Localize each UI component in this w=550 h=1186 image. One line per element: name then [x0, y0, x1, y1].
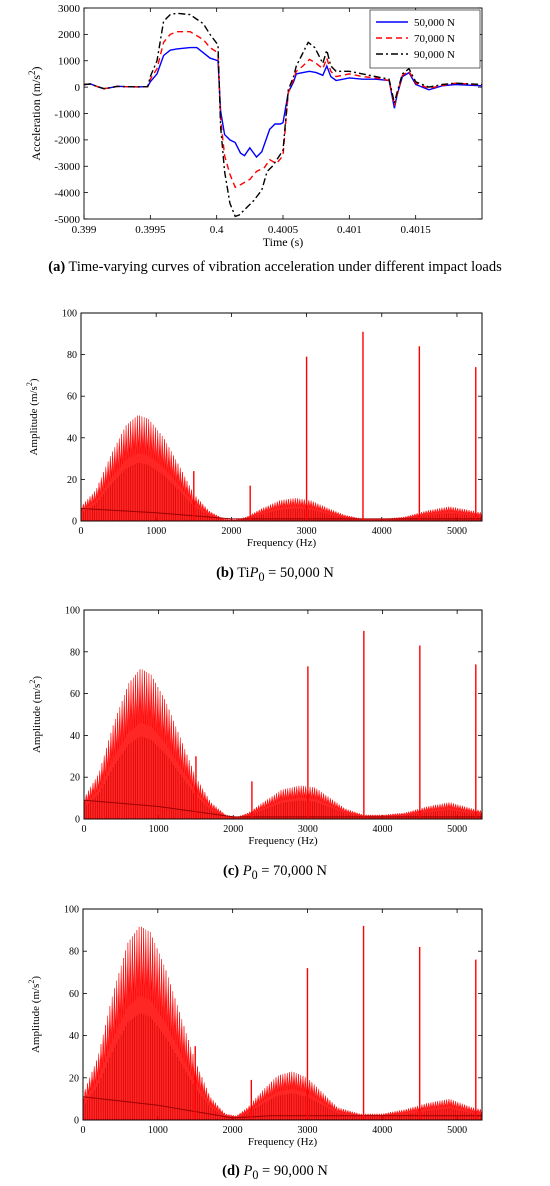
x-tick-label: 5000	[447, 526, 467, 537]
x-tick-label: 0.399	[72, 224, 97, 236]
y-tick-label: 100	[64, 905, 79, 916]
legend-label-1: 50,000 N	[414, 17, 455, 29]
x-tick-label: 0	[81, 1125, 86, 1136]
x-tick-label: 0.4	[210, 224, 224, 236]
y-tick-label: 2000	[58, 29, 81, 41]
y-tick-label: 80	[69, 947, 79, 958]
x-tick-label: 0	[79, 526, 84, 537]
y-tick-label: 60	[70, 689, 80, 700]
y-tick-label: 20	[70, 773, 80, 784]
caption-b-pre: Ti	[233, 565, 250, 581]
x-tick-label: 0	[82, 824, 87, 835]
chart-c-svg: 0 1000 2000 3000 4000 5000 0 20 40 60 80 100 Frequen…	[28, 606, 483, 847]
y-tick-label: 0	[75, 82, 81, 94]
x-tick-label: 3000	[297, 1125, 317, 1136]
spectrum-fill	[82, 926, 483, 1121]
y-tick-label: -4000	[54, 187, 80, 199]
y-tick-label: 100	[65, 606, 80, 617]
spectrum-fill	[83, 669, 483, 820]
y-tick-label: -2000	[54, 135, 80, 147]
y-tick-label: -3000	[54, 161, 80, 173]
series-line-2	[84, 31, 482, 189]
x-tick-label: 0.401	[337, 224, 362, 236]
spectrum-floor	[83, 799, 482, 818]
caption-b-var: P	[249, 565, 259, 581]
x-tick-label: 4000	[373, 824, 393, 835]
y-tick-label: 20	[67, 475, 77, 486]
y-tick-label: 80	[67, 350, 77, 361]
y-tick-label: 40	[69, 1031, 79, 1042]
caption-d-sub: 0	[252, 1167, 259, 1182]
y-axis-label: Acceleration (m/s2)	[27, 66, 43, 160]
x-tick-label: 3000	[297, 526, 317, 537]
x-tick-label: 2000	[221, 526, 241, 537]
legend-box	[369, 9, 481, 69]
y-tick-label: 60	[67, 392, 77, 403]
y-tick-label: 80	[70, 647, 80, 658]
plot-frame-top	[83, 609, 483, 820]
spectrum-fill	[80, 415, 483, 522]
x-tick-label: 1000	[146, 526, 166, 537]
y-tick-label: 40	[70, 731, 80, 742]
y-tick-label: 60	[69, 989, 79, 1000]
x-tick-label: 3000	[298, 824, 318, 835]
legend-label-2: 70,000 N	[414, 33, 455, 45]
caption-d-letter: (d)	[222, 1163, 240, 1179]
y-tick-label: 20	[69, 1073, 79, 1084]
x-tick-label: 4000	[372, 1125, 392, 1136]
y-tick-label: 0	[74, 1116, 79, 1127]
plot-frame-top	[82, 908, 483, 1121]
legend-label-3: 90,000 N	[414, 49, 455, 61]
y-axis-label: Amplitude (m/s2)	[28, 676, 43, 753]
x-tick-label: 0.4015	[401, 224, 432, 236]
caption-a: (a) Time-varying curves of vibration acc…	[0, 259, 550, 276]
y-tick-label: -5000	[54, 214, 80, 226]
y-tick-label: -1000	[54, 108, 80, 120]
chart-a-svg: 0.399 0.3995 0.4 0.4005 0.401 0.4015 -5000 -400…	[27, 3, 483, 249]
caption-b-post: = 50,000 N	[264, 565, 334, 581]
spectrum-floor	[82, 1096, 482, 1119]
y-tick-label: 1000	[58, 56, 81, 68]
chart-d-svg: 0 1000 2000 3000 4000 5000 0 20 40 60 80 100 Frequen…	[27, 905, 483, 1148]
x-tick-label: 0.3995	[135, 224, 166, 236]
y-tick-label: 40	[67, 433, 77, 444]
caption-b: (b) TiP0 = 50,000 N	[0, 565, 550, 585]
caption-d-var: P	[243, 1163, 253, 1179]
x-axis-label: Time (s)	[263, 235, 304, 249]
x-tick-label: 5000	[447, 824, 467, 835]
y-axis-label: Amplitude (m/s2)	[25, 378, 40, 455]
caption-a-text: Time-varying curves of vibration acceler…	[65, 259, 502, 275]
y-tick-label: 0	[72, 517, 77, 528]
x-tick-label: 2000	[223, 824, 243, 835]
plot-frame-top	[80, 312, 483, 522]
caption-d: (d) P0 = 90,000 N	[0, 1163, 550, 1183]
y-axis-label: Amplitude (m/s2)	[27, 976, 42, 1053]
spectrum-floor	[80, 508, 482, 520]
x-tick-label: 1000	[149, 824, 169, 835]
caption-c-sub: 0	[251, 867, 258, 882]
caption-b-letter: (b)	[216, 565, 234, 581]
y-tick-label: 100	[62, 309, 77, 320]
caption-c-post: = 70,000 N	[257, 863, 328, 879]
x-tick-label: 2000	[223, 1125, 243, 1136]
caption-a-letter: (a)	[48, 259, 66, 275]
caption-c: (c) P0 = 70,000 N	[0, 863, 550, 883]
x-tick-label: 1000	[148, 1125, 168, 1136]
chart-b-svg: 0 1000 2000 3000 4000 5000 0 20 40 60 80 100 Frequen…	[25, 309, 483, 549]
series-group	[84, 12, 482, 218]
caption-c-letter: (c)	[222, 863, 240, 879]
x-axis-label: Frequency (Hz)	[247, 537, 317, 549]
x-axis-label: Frequency (Hz)	[248, 835, 318, 847]
caption-d-post: = 90,000 N	[258, 1163, 328, 1179]
y-tick-label: 3000	[58, 3, 81, 15]
caption-c-var: P	[242, 863, 252, 879]
plot-frame	[83, 7, 483, 220]
x-tick-label: 4000	[372, 526, 392, 537]
y-tick-label: 0	[75, 815, 80, 826]
caption-b-sub: 0	[258, 569, 265, 584]
series-line-3	[84, 12, 482, 218]
x-tick-label: 0.4005	[268, 224, 299, 236]
x-tick-label: 5000	[447, 1125, 467, 1136]
x-axis-label: Frequency (Hz)	[248, 1136, 318, 1148]
